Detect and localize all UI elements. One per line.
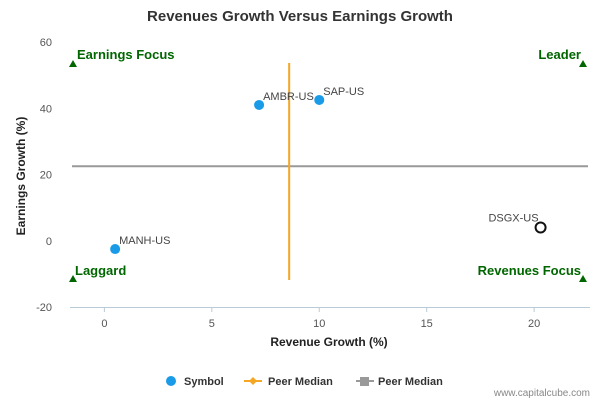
credit-text: www.capitalcube.com [493,388,590,399]
chart-title: Revenues Growth Versus Earnings Growth [147,8,453,25]
x-tick-label: 5 [209,318,215,330]
plot-area: -20 0 20 40 60 0 5 10 15 20 Earnings Focus Leader La… [36,37,590,330]
y-tick-label: -20 [36,302,52,314]
quadrant-label-top-right: Leader [538,47,581,62]
y-axis-title: Earnings Growth (%) [14,117,28,236]
x-axis-title: Revenue Growth (%) [270,335,387,349]
x-tick-label: 0 [101,318,107,330]
data-label-ambr-us: AMBR-US [263,91,314,103]
legend-marker-earnings-median [360,377,369,386]
quadrant-marker-bottom-right [579,275,587,282]
quadrant-marker-top-right [579,60,587,67]
quadrant-marker-top-left [69,60,77,67]
data-label-manh-us: MANH-US [119,235,170,247]
data-point-ambr-us[interactable] [254,99,265,110]
legend-label-symbol: Symbol [184,376,224,388]
legend-marker-symbol [166,376,176,386]
y-tick-label: 0 [46,236,52,248]
quadrant-label-top-left: Earnings Focus [77,47,175,62]
x-tick-label: 20 [528,318,540,330]
legend: Symbol Peer Median Peer Median [166,376,443,388]
x-tick-label: 15 [421,318,433,330]
y-tick-label: 40 [40,103,52,115]
data-point-manh-us[interactable] [110,244,121,255]
y-tick-label: 60 [40,37,52,49]
quadrant-label-bottom-right: Revenues Focus [478,263,581,278]
x-tick-label: 10 [313,318,325,330]
data-label-dsgx-us: DSGX-US [488,213,538,225]
data-point-dsgx-us[interactable] [534,221,547,234]
quadrant-label-bottom-left: Laggard [75,263,126,278]
legend-item-earnings-median[interactable]: Peer Median [356,376,443,388]
data-point-sap-us[interactable] [314,94,325,105]
legend-label-earnings-median: Peer Median [378,376,443,388]
legend-label-revenue-median: Peer Median [268,376,333,388]
legend-item-symbol[interactable]: Symbol [166,376,224,388]
legend-marker-revenue-median [249,377,257,385]
data-label-sap-us: SAP-US [323,86,364,98]
y-tick-label: 20 [40,170,52,182]
quadrant-marker-bottom-left [69,275,77,282]
legend-item-revenue-median[interactable]: Peer Median [244,376,333,388]
